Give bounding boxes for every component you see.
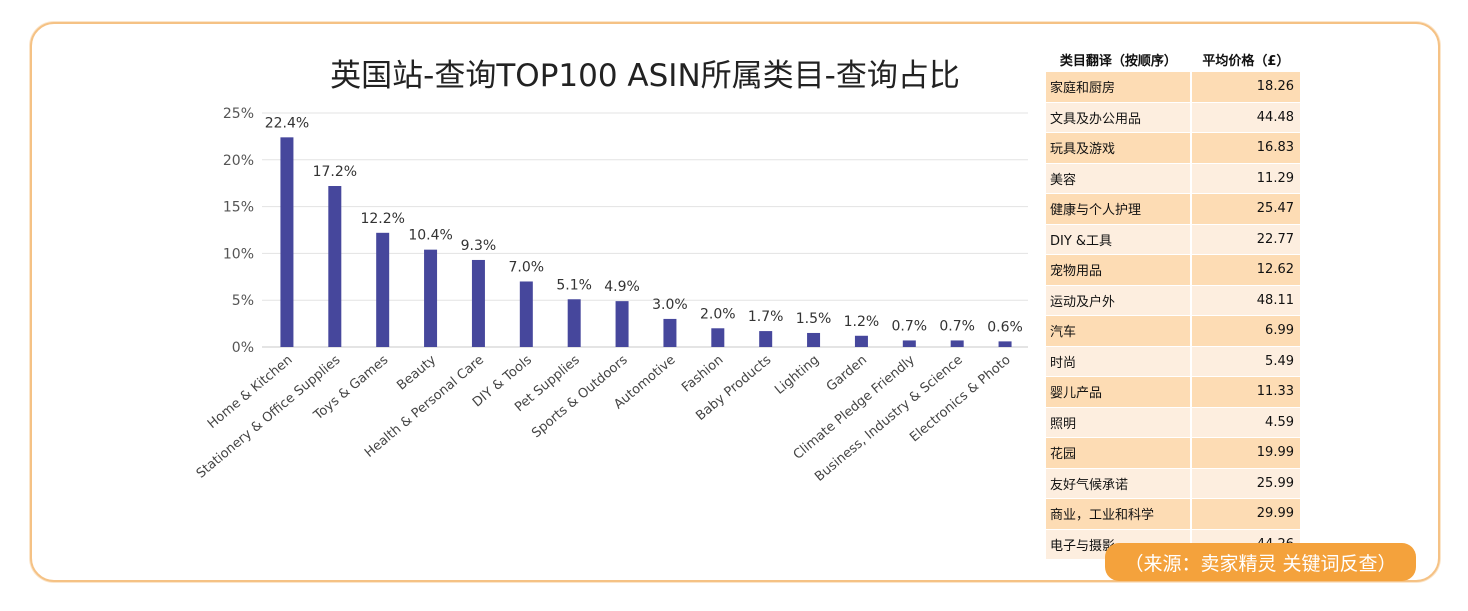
y-tick-label: 20% [223,153,254,169]
table-cell-price: 22.77 [1190,224,1303,255]
chart-title: 英国站-查询TOP100 ASIN所属类目-查询占比 [330,58,960,94]
table-row: 时尚 5.49 [1046,346,1303,377]
data-label: 1.7% [748,309,784,325]
data-label: 0.7% [892,318,928,334]
data-label: 1.5% [796,311,832,327]
table-header-row: 类目翻译（按顺序） 平均价格（£） [1046,46,1301,72]
x-tick-label: Beauty [394,352,439,393]
table-cell-price: 5.49 [1190,346,1303,377]
bar [711,328,725,347]
table-row: 友好气候承诺 25.99 [1046,468,1303,499]
table-cell-category: 商业，工业和科学 [1046,498,1192,530]
bar [328,186,342,347]
bar [376,232,390,347]
data-label: 4.9% [604,279,640,295]
bar-chart: 0% 5% 10% 15% 20% 25% 22.4% Home & Kitchen 17.2%… [194,106,1028,485]
data-label: 17.2% [313,164,357,180]
table-cell-category: 健康与个人护理 [1046,193,1192,225]
table-cell-category: 花园 [1046,437,1192,469]
y-tick-label: 5% [232,293,254,309]
source-badge: （来源：卖家精灵 关键词反查） [1105,543,1416,581]
table-row: 健康与个人护理 25.47 [1046,193,1303,225]
table-cell-category: 运动及户外 [1046,285,1192,316]
table-cell-category: 美容 [1046,163,1192,194]
table-cell-price: 11.33 [1190,376,1303,408]
table-cell-category: 玩具及游戏 [1046,132,1192,164]
bar [854,335,868,347]
table-cell-price: 18.26 [1190,72,1303,103]
table-cell-category: 宠物用品 [1046,254,1192,286]
table-cell-category: DIY &工具 [1046,224,1192,255]
data-label: 0.7% [939,318,975,334]
table-row: 宠物用品 12.62 [1046,254,1303,286]
data-label: 7.0% [509,259,545,275]
table-row: DIY &工具 22.77 [1046,224,1303,255]
table-row: 商业，工业和科学 29.99 [1046,498,1303,530]
table-cell-price: 29.99 [1190,498,1303,530]
data-label: 1.2% [844,314,880,330]
table-row: 美容 11.29 [1046,163,1303,194]
data-label: 10.4% [408,228,452,244]
bar [950,340,964,347]
data-label: 12.2% [360,211,404,227]
table-cell-price: 16.83 [1190,132,1303,164]
table-cell-price: 44.48 [1190,102,1303,133]
table-cell-category: 汽车 [1046,315,1192,347]
table-cell-category: 文具及办公用品 [1046,102,1192,133]
bar [998,341,1012,347]
bar [663,318,677,347]
bar [615,301,629,347]
table-row: 家庭和厨房 18.26 [1046,72,1303,103]
table-row: 汽车 6.99 [1046,315,1303,347]
bar [280,137,294,347]
y-tick-label: 0% [232,340,254,356]
table-cell-category: 婴儿产品 [1046,376,1192,408]
table-row: 花园 19.99 [1046,437,1303,469]
data-label: 2.0% [700,306,736,322]
table-row: 玩具及游戏 16.83 [1046,132,1303,164]
table-row: 照明 4.59 [1046,407,1303,438]
bar [567,299,581,347]
table-cell-price: 12.62 [1190,254,1303,286]
data-label: 22.4% [265,115,309,131]
table-cell-price: 6.99 [1190,315,1303,347]
data-label: 3.0% [652,297,688,313]
table-cell-category: 家庭和厨房 [1046,72,1192,103]
bar [759,331,773,347]
bar [471,259,485,347]
x-tick-label: Lighting [772,353,822,398]
table-row: 文具及办公用品 44.48 [1046,102,1303,133]
data-label: 9.3% [461,238,497,254]
bar [424,249,438,347]
table-cell-price: 19.99 [1190,437,1303,469]
table-cell-category: 友好气候承诺 [1046,468,1192,499]
y-tick-label: 25% [223,106,254,122]
bar [902,340,916,347]
table-header-price: 平均价格（£） [1190,46,1301,72]
table-row: 婴儿产品 11.33 [1046,376,1303,408]
data-label: 5.1% [556,277,592,293]
bar [807,332,821,347]
table-cell-price: 25.47 [1190,193,1303,225]
table-header-category: 类目翻译（按顺序） [1046,46,1191,72]
y-tick-label: 15% [223,200,254,216]
price-table: 类目翻译（按顺序） 平均价格（£） 家庭和厨房 18.26 文具及办公用品 44.48… [1046,46,1303,560]
table-cell-price: 25.99 [1190,468,1303,499]
y-tick-label: 10% [223,246,254,262]
table-cell-price: 11.29 [1190,163,1303,194]
table-cell-category: 照明 [1046,407,1192,438]
x-tick-label: Garden [824,353,870,395]
table-row: 运动及户外 48.11 [1046,285,1303,316]
table-cell-price: 48.11 [1190,285,1303,316]
x-tick-label: Home & Kitchen [205,353,296,432]
table-cell-price: 4.59 [1190,407,1303,438]
data-label: 0.6% [987,319,1023,335]
table-cell-category: 时尚 [1046,346,1192,377]
bar [519,281,533,347]
x-tick-label: Fashion [679,353,726,396]
